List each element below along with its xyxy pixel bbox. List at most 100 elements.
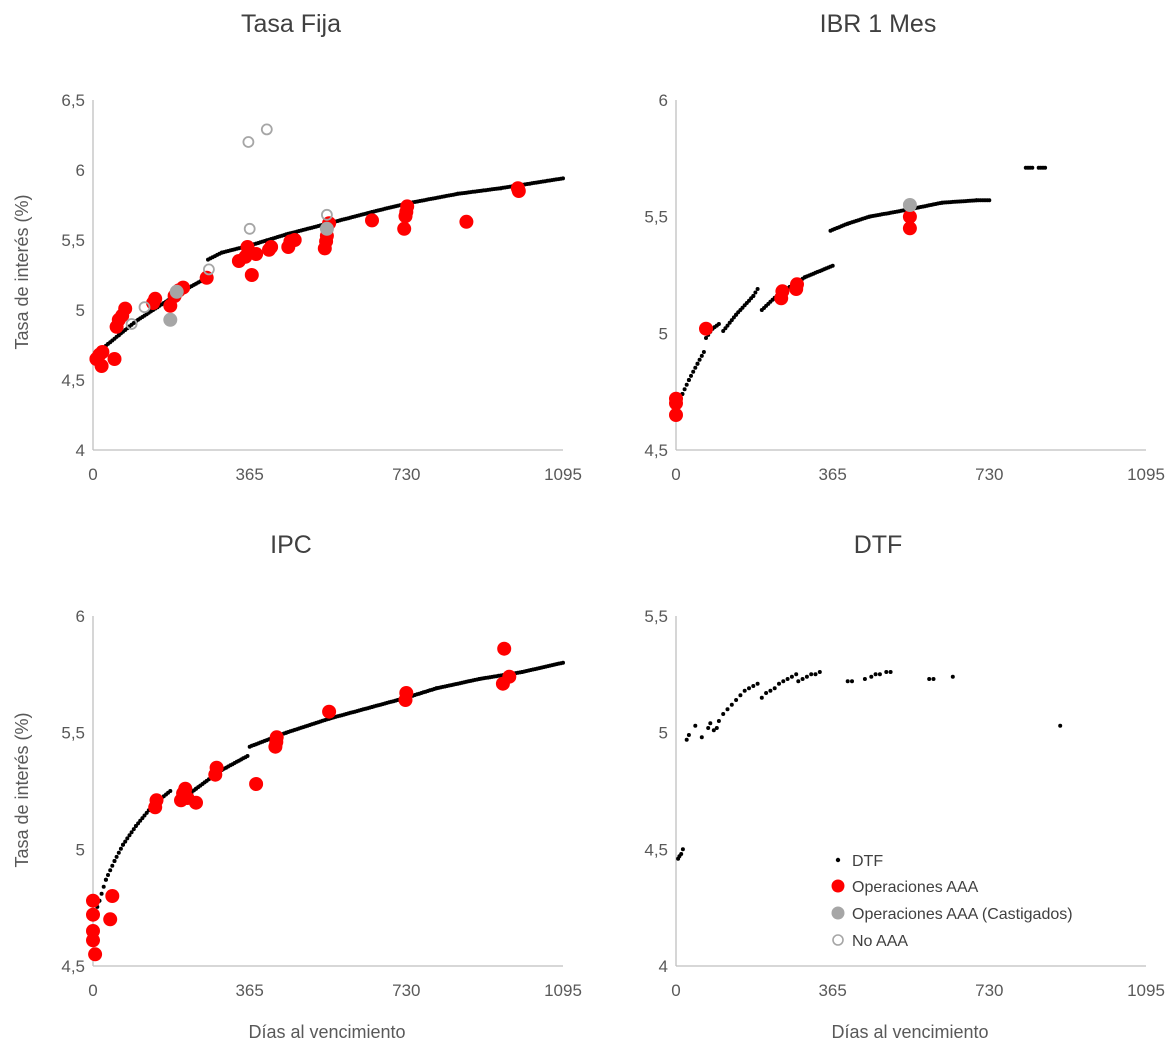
aaa-point (902, 209, 917, 224)
curve-point (772, 686, 777, 691)
curve-point (706, 726, 711, 730)
aaa-point (105, 889, 120, 903)
curve-point (699, 735, 704, 740)
curve-point (764, 691, 769, 695)
legend-marker-filled-circle (831, 906, 845, 920)
x-tick-label: 730 (392, 465, 420, 484)
curve-point (869, 674, 874, 679)
curve-point (695, 361, 700, 366)
aaa-point (148, 291, 163, 306)
castigados-point (319, 221, 334, 236)
curve-point (561, 660, 565, 665)
y-tick-label: 4,5 (61, 371, 85, 390)
curve-point (731, 315, 736, 320)
aaa-point (86, 907, 100, 922)
curve-point (850, 679, 854, 684)
x-tick-label: 0 (88, 981, 97, 1000)
aaa-point (244, 268, 259, 282)
curve-point (691, 369, 696, 374)
curve-point (813, 672, 818, 677)
curve-point (245, 754, 250, 758)
y-tick-label: 6 (76, 607, 85, 626)
x-tick-label: 1095 (544, 981, 582, 1000)
y-tick-label: 4,5 (644, 441, 668, 460)
x-tick-label: 0 (671, 981, 680, 1000)
curve-point (679, 852, 684, 856)
curve-point (1043, 165, 1048, 170)
legend-item-no-aaa: No AAA (832, 933, 908, 950)
curve-point (809, 672, 814, 677)
curve-point (738, 693, 743, 698)
chart-title: Tasa Fija (241, 10, 341, 38)
aaa-point (397, 221, 412, 236)
curve-point (884, 670, 889, 674)
curve-point (684, 737, 689, 742)
y-tick-label: 4,5 (61, 957, 85, 976)
curve-point (747, 686, 751, 691)
x-tick-label: 730 (975, 465, 1003, 484)
y-tick-label: 6 (76, 161, 85, 180)
curve-point (682, 387, 687, 392)
curve-point (931, 677, 936, 681)
x-tick-label: 365 (818, 981, 846, 1000)
castigados-point (163, 312, 178, 327)
curve-point (873, 672, 878, 677)
curve-point (99, 891, 104, 896)
aaa-point (209, 760, 224, 775)
aaa-point (86, 924, 100, 938)
y-axis-label: Tasa de interés (%) (12, 712, 32, 867)
curve-point (725, 323, 730, 328)
aaa-point (775, 284, 790, 299)
aaa-point (149, 793, 164, 808)
curve-point (708, 721, 713, 726)
y-tick-label: 5 (76, 840, 85, 859)
castigados-point (169, 284, 184, 299)
y-axis-label: Tasa de interés (%) (12, 194, 32, 349)
y-tick-label: 4,5 (644, 840, 668, 859)
curve-point (561, 176, 565, 181)
no-aaa-point (242, 136, 255, 148)
chart-title: DTF (854, 531, 903, 559)
curve-point (116, 850, 121, 855)
curve-point (721, 712, 726, 716)
aaa-point (249, 247, 264, 261)
aaa-point (511, 184, 526, 198)
curve-point (950, 674, 955, 679)
curve-point (877, 672, 882, 677)
y-tick-label: 6 (659, 91, 668, 110)
curve-point (680, 847, 685, 852)
curve-point (723, 326, 728, 331)
curve-point (112, 859, 117, 863)
no-aaa-point (125, 318, 138, 330)
aaa-point (322, 704, 337, 719)
curve-point (108, 868, 113, 873)
curve-point (103, 877, 108, 882)
curve-point (721, 329, 726, 333)
y-tick-label: 4 (76, 441, 85, 460)
curve-point (755, 287, 760, 291)
legend-label: Operaciones AAA (852, 879, 979, 896)
aaa-point (365, 213, 379, 228)
curve-point (716, 719, 721, 723)
y-tick-label: 5,5 (61, 231, 85, 250)
aaa-point (400, 199, 415, 214)
no-aaa-point (320, 208, 333, 221)
aaa-point (249, 777, 264, 791)
no-aaa-point (202, 263, 215, 276)
x-tick-label: 365 (235, 465, 263, 484)
aaa-point (669, 408, 683, 422)
curve-point (987, 198, 992, 203)
curve-point (714, 726, 719, 730)
y-tick-label: 5 (659, 724, 668, 743)
curve-point (785, 677, 790, 681)
curve-point (684, 382, 689, 387)
x-tick-label: 365 (818, 465, 846, 484)
curve-point (123, 839, 128, 844)
curve-point (845, 679, 850, 684)
legend-label: No AAA (852, 933, 908, 950)
y-tick-label: 5,5 (644, 208, 668, 227)
curve-point (699, 353, 704, 358)
no-aaa-point (260, 123, 273, 136)
aaa-point (497, 641, 512, 656)
curve-point (168, 789, 173, 793)
